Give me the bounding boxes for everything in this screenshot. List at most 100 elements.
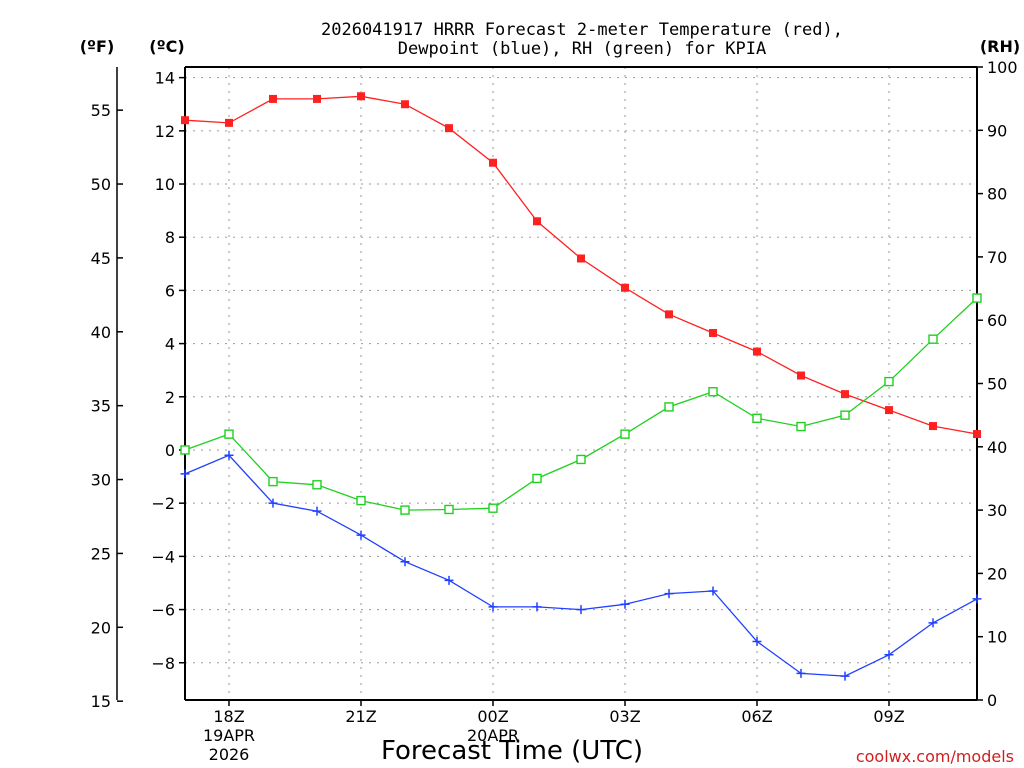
- celsius-tick-label: 12: [155, 122, 175, 141]
- x-axis-title: Forecast Time (UTC): [381, 736, 643, 766]
- dewpoint-point: [884, 650, 894, 660]
- fahrenheit-tick-label: 35: [91, 397, 111, 416]
- rh-tick-label: 30: [987, 501, 1007, 520]
- fahrenheit-tick-label: 20: [91, 618, 111, 637]
- dewpoint-point: [752, 636, 762, 646]
- dewpoint-point: [972, 594, 982, 604]
- celsius-tick-label: 10: [155, 175, 175, 194]
- rh-point: [752, 413, 762, 424]
- dewpoint-point: [576, 605, 586, 615]
- rh-point: [620, 429, 630, 439]
- dewpoint-point: [312, 506, 322, 516]
- temperature-point: [841, 390, 849, 399]
- time-tick-label: 00Z: [477, 707, 508, 726]
- rh-point: [796, 421, 806, 432]
- rh-line: [184, 297, 978, 511]
- rh-tick-label: 50: [987, 375, 1007, 394]
- celsius-tick-label: 4: [165, 335, 175, 354]
- axis-ticks: −8 −6 −4 −2 0 2 4 6 8 10 12 14 0 10 20 30 40 50 60 70 80 90 10…: [91, 58, 1018, 764]
- dewpoint-point: [268, 498, 278, 508]
- fahrenheit-tick-label: 25: [91, 544, 111, 563]
- rh-point: [444, 504, 454, 515]
- celsius-tick-label: −6: [151, 601, 175, 620]
- dewpoint-point: [796, 668, 806, 678]
- axes: [116, 66, 978, 701]
- time-tick-label: 09Z: [873, 707, 904, 726]
- rh-point: [840, 410, 850, 420]
- dewpoint-point: [444, 575, 454, 585]
- celsius-tick-label: 14: [155, 69, 175, 88]
- celsius-tick-label: −4: [151, 547, 175, 566]
- fahrenheit-axis-label: (ºF): [80, 37, 115, 56]
- rh-point: [356, 495, 366, 506]
- rh-point: [400, 505, 410, 515]
- celsius-tick-label: 8: [165, 228, 175, 247]
- temperature-point: [181, 116, 189, 125]
- rh-point: [268, 476, 278, 487]
- temperature-point: [445, 124, 453, 133]
- fahrenheit-tick-label: 45: [91, 249, 111, 268]
- temperature-point: [973, 430, 981, 439]
- rh-point: [884, 376, 894, 387]
- dewpoint-point: [840, 671, 850, 681]
- temperature-point: [577, 254, 585, 263]
- rh-point: [488, 503, 498, 513]
- rh-tick-label: 90: [987, 121, 1007, 140]
- dewpoint-point: [532, 602, 542, 612]
- rh-tick-label: 40: [987, 438, 1007, 457]
- rh-point: [312, 480, 322, 490]
- temperature-point: [753, 347, 761, 356]
- fahrenheit-tick-label: 50: [91, 175, 111, 194]
- rh-tick-label: 70: [987, 248, 1007, 267]
- temperature-point: [797, 371, 805, 380]
- temperature-point: [665, 310, 673, 319]
- dewpoint-point: [224, 450, 234, 460]
- dewpoint-point: [708, 586, 718, 596]
- fahrenheit-tick-label: 15: [91, 692, 111, 711]
- rh-point: [664, 402, 674, 412]
- chart-title-line-2: Dewpoint (blue), RH (green) for KPIA: [398, 39, 766, 59]
- fahrenheit-tick-label: 55: [91, 101, 111, 120]
- dewpoint-point: [928, 618, 938, 628]
- temperature-point: [709, 328, 717, 337]
- celsius-tick-label: −2: [151, 494, 175, 513]
- celsius-tick-label: 6: [165, 281, 175, 300]
- dewpoint-line: [184, 454, 978, 677]
- temperature-point: [357, 92, 365, 101]
- rh-tick-label: 60: [987, 311, 1007, 330]
- temperature-point: [885, 406, 893, 415]
- watermark-text: coolwx.com/models: [856, 747, 1014, 766]
- temperature-line: [184, 95, 978, 435]
- series: [180, 92, 982, 681]
- rh-tick-label: 10: [987, 628, 1007, 647]
- rh-tick-label: 80: [987, 185, 1007, 204]
- time-tick-label: 06Z: [741, 707, 772, 726]
- rh-axis-label: (RH): [980, 37, 1020, 56]
- chart-title-line-1: 2026041917 HRRR Forecast 2-meter Tempera…: [321, 20, 843, 40]
- temperature-point: [401, 100, 409, 109]
- temperature-point: [269, 94, 277, 103]
- temperature-point: [621, 283, 629, 292]
- time-tick-label: 18Z: [213, 707, 244, 726]
- dewpoint-point: [400, 557, 410, 567]
- celsius-tick-label: −8: [151, 654, 175, 673]
- rh-tick-label: 0: [987, 691, 997, 710]
- date-tick-label: 19APR: [203, 726, 255, 745]
- celsius-tick-label: 2: [165, 388, 175, 407]
- time-tick-label: 21Z: [345, 707, 376, 726]
- temperature-point: [489, 158, 497, 167]
- dewpoint-point: [180, 469, 190, 479]
- rh-point: [180, 445, 190, 455]
- dewpoint-point: [488, 602, 498, 612]
- date-tick-label: 20APR: [467, 726, 519, 745]
- rh-tick-label: 20: [987, 564, 1007, 583]
- dewpoint-point: [620, 599, 630, 609]
- temperature-point: [225, 118, 233, 127]
- dewpoint-point: [356, 530, 366, 540]
- rh-point: [576, 454, 586, 465]
- year-tick-label: 2026: [209, 745, 250, 764]
- temperature-point: [929, 422, 937, 431]
- rh-point: [972, 293, 982, 303]
- fahrenheit-tick-label: 30: [91, 471, 111, 490]
